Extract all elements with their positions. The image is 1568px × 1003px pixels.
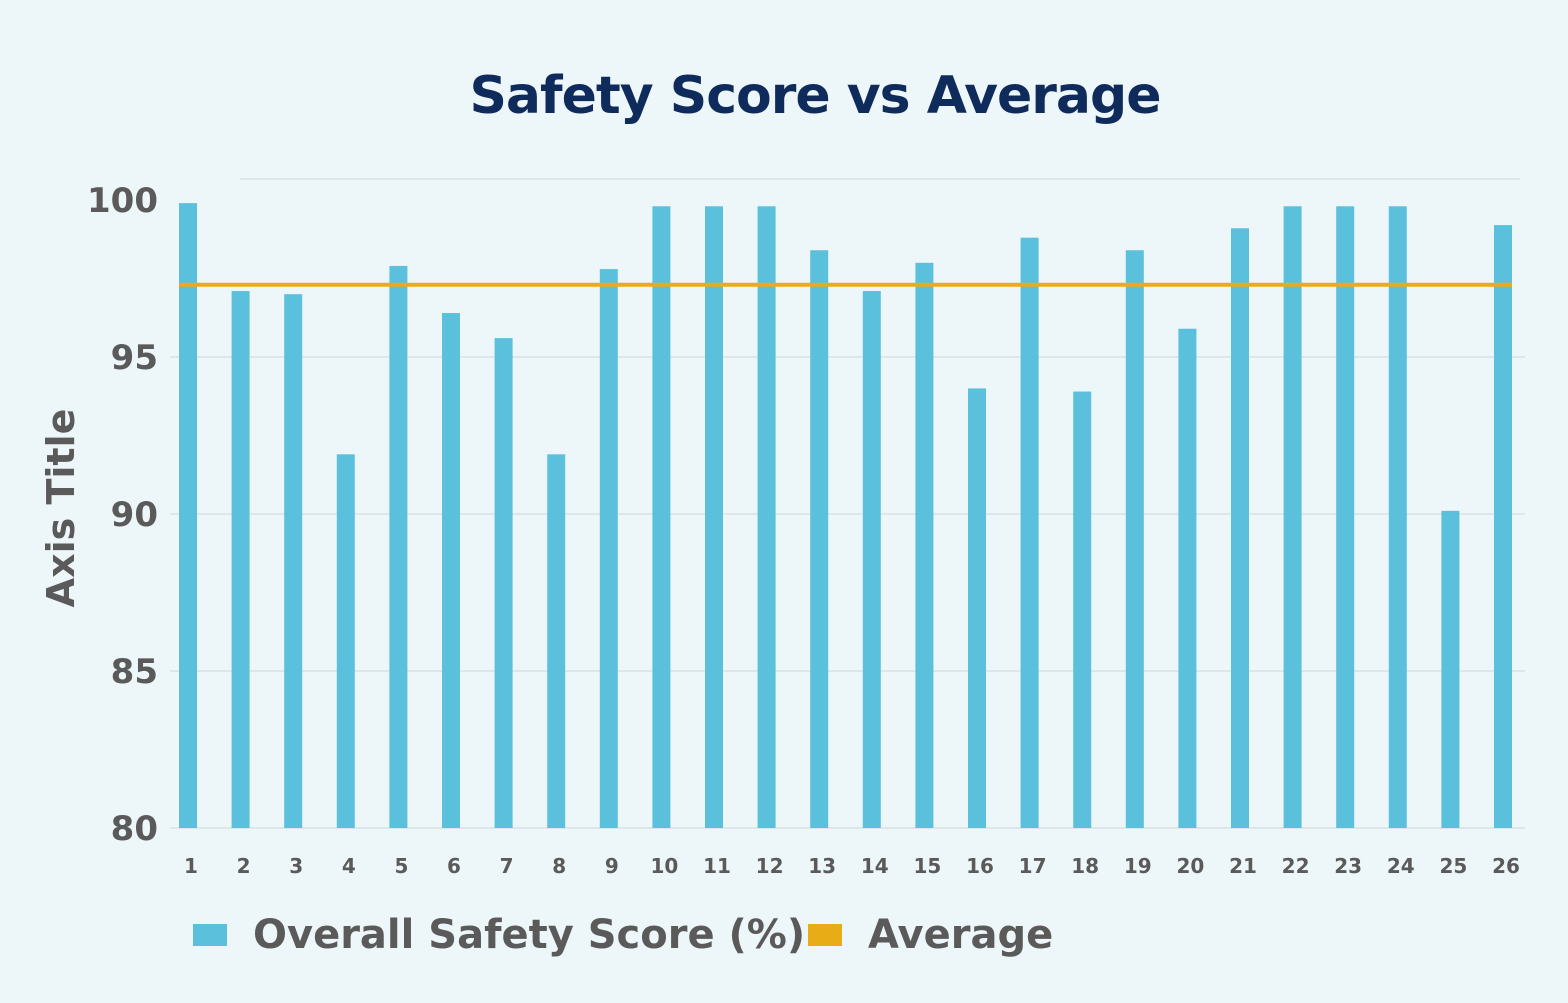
x-tick-label: 2 [237, 854, 251, 878]
chart-title: Safety Score vs Average [469, 66, 1161, 126]
x-tick-label: 24 [1387, 854, 1415, 878]
x-tick-label: 4 [342, 854, 356, 878]
bar [1336, 206, 1355, 828]
legend-label-average: Average [868, 912, 1054, 958]
x-tick-label: 15 [913, 854, 941, 878]
y-tick-label: 90 [111, 495, 158, 535]
bar [336, 454, 355, 828]
x-tick-label: 23 [1334, 854, 1362, 878]
x-tick-label: 25 [1439, 854, 1467, 878]
bar [1231, 228, 1249, 828]
x-tick-label: 18 [1071, 854, 1099, 878]
legend-swatch-average [808, 924, 842, 946]
bar [494, 338, 513, 828]
y-tick-label: 85 [111, 652, 158, 692]
bar [1441, 510, 1460, 828]
bar [1073, 391, 1092, 828]
bar [1125, 250, 1144, 829]
x-tick-label: 14 [861, 854, 889, 878]
bar [915, 262, 934, 828]
x-tick-label: 17 [1019, 854, 1047, 878]
x-tick-label: 12 [756, 854, 784, 878]
bar [1388, 206, 1407, 828]
x-tick-label: 26 [1492, 854, 1520, 878]
bar [810, 250, 829, 829]
y-tick-label: 95 [111, 338, 158, 378]
bar [284, 294, 303, 828]
bar [968, 388, 986, 828]
bar [599, 269, 618, 829]
bar [547, 454, 566, 828]
bar [389, 265, 408, 828]
bar [179, 203, 197, 828]
legend-swatch-score [193, 924, 227, 946]
y-axis-title: Axis Title [39, 409, 83, 608]
y-tick-label: 100 [87, 181, 158, 221]
x-tick-label: 6 [447, 854, 461, 878]
x-tick-label: 7 [500, 854, 514, 878]
x-tick-label: 10 [650, 854, 678, 878]
x-tick-label: 16 [966, 854, 994, 878]
x-tick-label: 21 [1229, 854, 1257, 878]
legend-item-score: Overall Safety Score (%) [193, 912, 805, 958]
x-tick-label: 20 [1176, 854, 1204, 878]
x-tick-label: 5 [394, 854, 408, 878]
bar [1020, 237, 1039, 828]
x-tick-label: 3 [289, 854, 303, 878]
x-tick-label: 8 [552, 854, 566, 878]
bar [1283, 206, 1302, 828]
x-tick-label: 22 [1282, 854, 1310, 878]
bar [1494, 225, 1512, 828]
bar [862, 291, 881, 828]
x-tick-label: 9 [605, 854, 619, 878]
bar [442, 313, 460, 828]
bar [1178, 328, 1197, 828]
bar [652, 206, 671, 828]
bar [231, 291, 250, 828]
x-tick-label: 13 [808, 854, 836, 878]
legend-item-average: Average [808, 912, 1053, 958]
x-tick-label: 19 [1124, 854, 1152, 878]
legend-label-score: Overall Safety Score (%) [253, 912, 806, 958]
y-tick-label: 80 [111, 809, 158, 849]
x-tick-label: 1 [184, 854, 198, 878]
x-tick-label: 11 [703, 854, 731, 878]
bar [705, 206, 723, 828]
bar [757, 206, 776, 828]
